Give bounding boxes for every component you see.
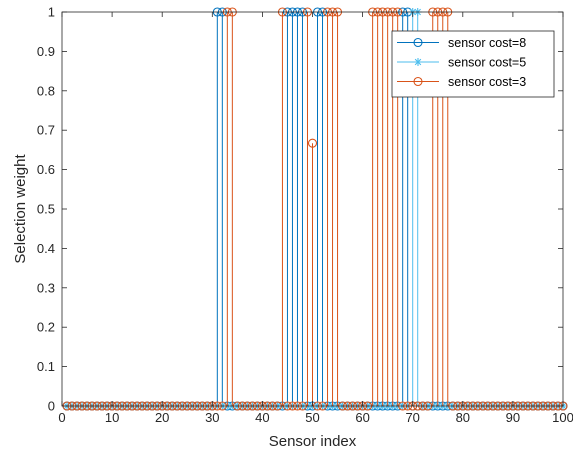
legend-entry: sensor cost=3 bbox=[397, 75, 526, 89]
y-tick-label: 0.1 bbox=[37, 359, 55, 374]
y-tick-label: 1 bbox=[48, 5, 55, 20]
y-tick-label: 0.4 bbox=[37, 241, 55, 256]
x-tick-label: 50 bbox=[305, 410, 319, 425]
legend-marker bbox=[413, 76, 423, 87]
y-tick-label: 0.9 bbox=[37, 44, 55, 59]
legend-label: sensor cost=5 bbox=[448, 56, 526, 70]
y-tick-label: 0 bbox=[48, 399, 55, 414]
legend-marker bbox=[414, 58, 422, 66]
x-tick-label: 20 bbox=[155, 410, 169, 425]
x-tick-label: 80 bbox=[456, 410, 470, 425]
x-tick-label: 70 bbox=[405, 410, 419, 425]
y-axis-label: Selection weight bbox=[12, 154, 29, 264]
legend-label: sensor cost=8 bbox=[448, 36, 526, 50]
y-tick-label: 0.7 bbox=[37, 123, 55, 138]
legend-label: sensor cost=3 bbox=[448, 75, 526, 89]
legend: sensor cost=8 sensor cost=5 sensor cost=3 bbox=[391, 30, 555, 98]
x-tick-label: 0 bbox=[58, 410, 65, 425]
legend-entry: sensor cost=8 bbox=[397, 36, 526, 50]
legend-entry: sensor cost=5 bbox=[397, 56, 526, 70]
x-tick-label: 60 bbox=[355, 410, 369, 425]
x-axis-label: Sensor index bbox=[269, 433, 357, 450]
x-tick-label: 10 bbox=[105, 410, 119, 425]
axes-layer: 0 10 20 30 40 50 60 70 80 90 100 0 0.1 0.2 0.3 0.4 0.5 0.… bbox=[37, 5, 573, 426]
x-tick-label: 40 bbox=[255, 410, 269, 425]
x-tick-label: 90 bbox=[506, 410, 520, 425]
y-tick-label: 0.5 bbox=[37, 202, 55, 217]
y-tick-label: 0.2 bbox=[37, 320, 55, 335]
y-tick-label: 0.3 bbox=[37, 280, 55, 295]
legend-marker bbox=[413, 37, 423, 48]
stem-marker bbox=[307, 138, 318, 148]
x-tick-label: 100 bbox=[552, 410, 573, 425]
y-tick-label: 0.8 bbox=[37, 83, 55, 98]
x-tick-label: 30 bbox=[205, 410, 219, 425]
y-tick-label: 0.6 bbox=[37, 162, 55, 177]
